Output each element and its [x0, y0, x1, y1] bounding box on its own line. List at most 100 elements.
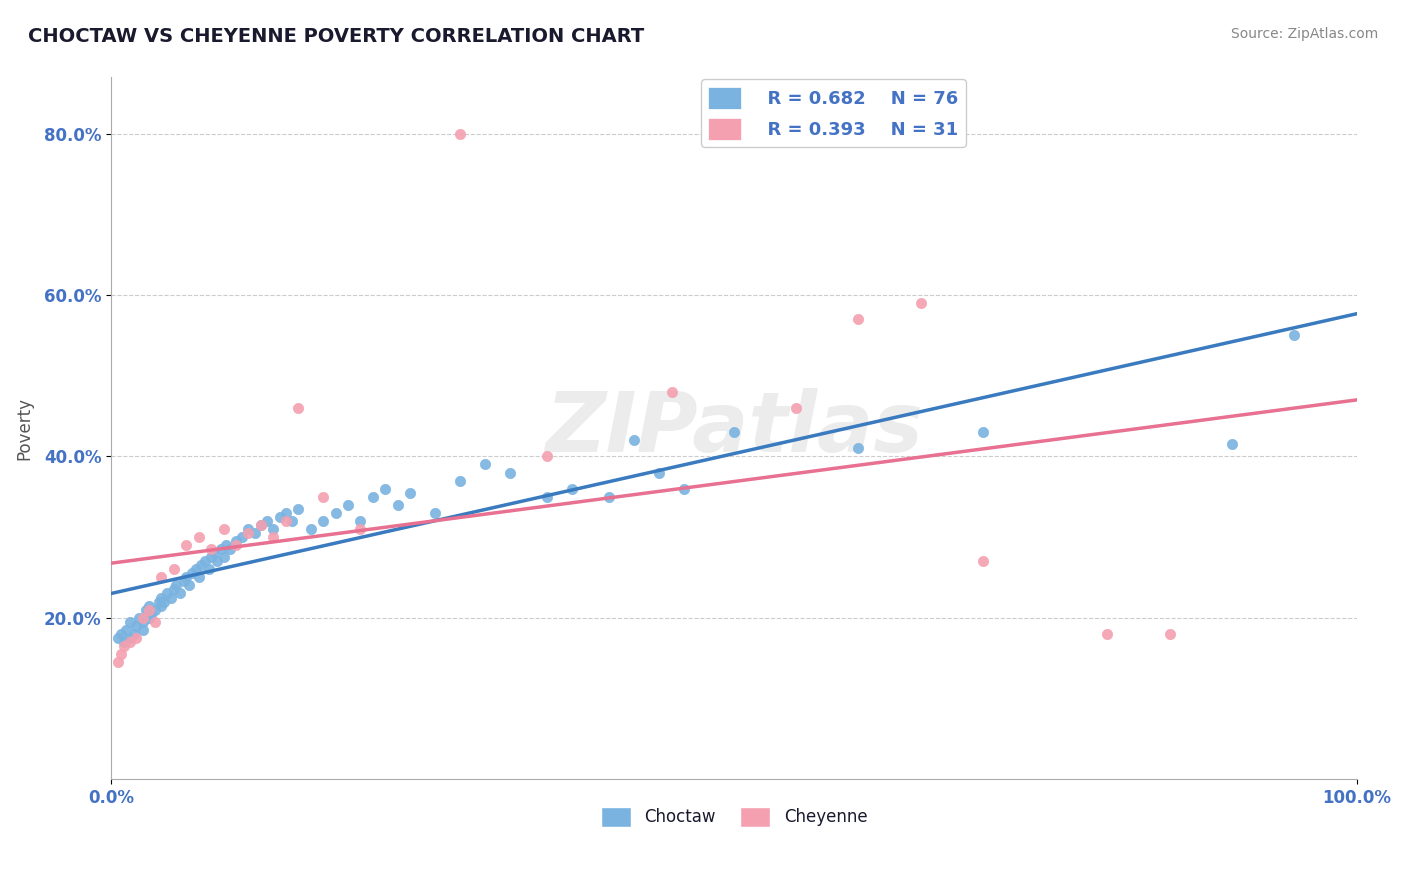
- Point: [174, 538, 197, 552]
- Point: [723, 425, 745, 440]
- Point: [474, 458, 496, 472]
- Point: [287, 401, 309, 415]
- Point: [349, 514, 371, 528]
- Y-axis label: Poverty: Poverty: [15, 397, 32, 459]
- Point: [120, 615, 142, 629]
- Point: [536, 490, 558, 504]
- Point: [160, 591, 183, 605]
- Point: [120, 635, 142, 649]
- Point: [107, 631, 129, 645]
- Point: [143, 602, 166, 616]
- Point: [274, 514, 297, 528]
- Point: [215, 538, 238, 552]
- Point: [299, 522, 322, 536]
- Point: [785, 401, 807, 415]
- Point: [173, 574, 195, 589]
- Point: [598, 490, 620, 504]
- Point: [110, 647, 132, 661]
- Point: [972, 425, 994, 440]
- Point: [131, 615, 153, 629]
- Point: [561, 482, 583, 496]
- Point: [131, 610, 153, 624]
- Point: [107, 655, 129, 669]
- Point: [122, 627, 145, 641]
- Point: [361, 490, 384, 504]
- Point: [207, 554, 229, 568]
- Text: CHOCTAW VS CHEYENNE POVERTY CORRELATION CHART: CHOCTAW VS CHEYENNE POVERTY CORRELATION …: [28, 27, 644, 45]
- Point: [256, 514, 278, 528]
- Legend: Choctaw, Cheyenne: Choctaw, Cheyenne: [593, 800, 875, 834]
- Point: [337, 498, 360, 512]
- Point: [1284, 328, 1306, 343]
- Point: [112, 635, 135, 649]
- Point: [262, 530, 284, 544]
- Point: [250, 517, 273, 532]
- Point: [910, 296, 932, 310]
- Point: [238, 526, 260, 541]
- Point: [125, 618, 148, 632]
- Point: [115, 623, 138, 637]
- Point: [387, 498, 409, 512]
- Point: [135, 602, 157, 616]
- Point: [110, 627, 132, 641]
- Point: [197, 562, 219, 576]
- Point: [218, 542, 240, 557]
- Point: [152, 594, 174, 608]
- Text: Source: ZipAtlas.com: Source: ZipAtlas.com: [1230, 27, 1378, 41]
- Point: [281, 514, 304, 528]
- Point: [209, 542, 232, 557]
- Point: [112, 639, 135, 653]
- Point: [141, 607, 163, 621]
- Point: [231, 530, 253, 544]
- Point: [312, 514, 335, 528]
- Point: [312, 490, 335, 504]
- Point: [181, 566, 204, 581]
- Point: [165, 578, 187, 592]
- Point: [194, 554, 217, 568]
- Point: [1159, 627, 1181, 641]
- Point: [212, 522, 235, 536]
- Point: [1220, 437, 1243, 451]
- Point: [536, 450, 558, 464]
- Point: [184, 562, 207, 576]
- Point: [225, 534, 247, 549]
- Point: [200, 550, 222, 565]
- Point: [972, 554, 994, 568]
- Point: [262, 522, 284, 536]
- Point: [150, 599, 173, 613]
- Point: [250, 517, 273, 532]
- Point: [449, 127, 471, 141]
- Point: [143, 615, 166, 629]
- Point: [138, 599, 160, 613]
- Point: [125, 631, 148, 645]
- Point: [187, 570, 209, 584]
- Point: [499, 466, 522, 480]
- Point: [212, 550, 235, 565]
- Point: [138, 610, 160, 624]
- Point: [1097, 627, 1119, 641]
- Point: [128, 610, 150, 624]
- Point: [138, 602, 160, 616]
- Point: [349, 522, 371, 536]
- Point: [374, 482, 396, 496]
- Point: [287, 501, 309, 516]
- Point: [131, 623, 153, 637]
- Point: [673, 482, 696, 496]
- Point: [148, 594, 170, 608]
- Point: [661, 384, 683, 399]
- Point: [150, 591, 173, 605]
- Point: [399, 485, 422, 500]
- Point: [174, 570, 197, 584]
- Point: [169, 586, 191, 600]
- Text: ZIPatlas: ZIPatlas: [546, 388, 922, 468]
- Point: [156, 586, 179, 600]
- Point: [202, 546, 225, 560]
- Point: [243, 526, 266, 541]
- Point: [225, 538, 247, 552]
- Point: [238, 522, 260, 536]
- Point: [623, 434, 645, 448]
- Point: [848, 312, 870, 326]
- Point: [425, 506, 447, 520]
- Point: [120, 631, 142, 645]
- Point: [177, 578, 200, 592]
